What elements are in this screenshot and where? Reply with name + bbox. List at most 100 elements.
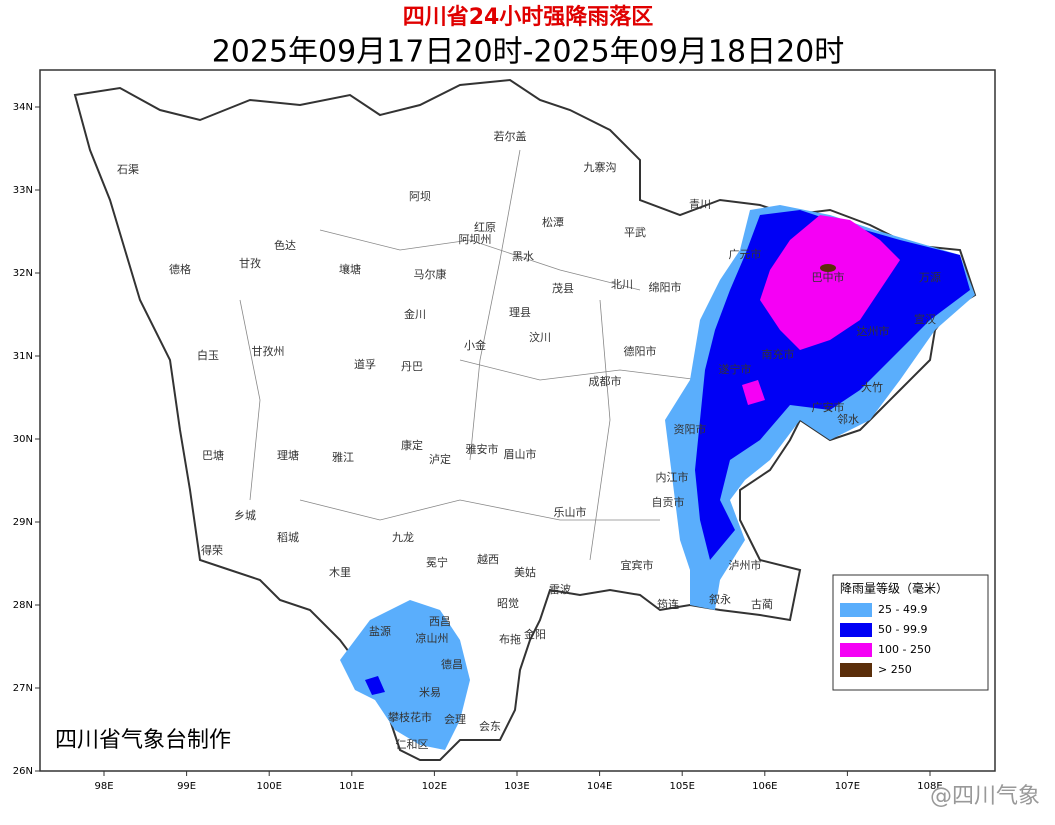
x-tick-label: 100E [256, 781, 281, 792]
rain-250 [820, 264, 836, 272]
place-label: 泸州市 [729, 558, 762, 572]
place-label: 乡城 [234, 509, 256, 522]
place-label: 绵阳市 [649, 280, 682, 294]
place-label: 稻城 [277, 531, 299, 544]
place-label: 甘孜州 [252, 344, 285, 358]
place-label: 若尔盖 [494, 129, 527, 143]
y-tick-label: 34N [13, 102, 33, 113]
y-tick-label: 30N [13, 434, 33, 445]
place-label: 平武 [624, 226, 646, 239]
place-label: 资阳市 [674, 422, 707, 436]
place-label: 道孚 [354, 357, 376, 371]
place-label: 昭觉 [497, 597, 519, 610]
rain-25 [340, 600, 470, 750]
legend-swatch [840, 643, 872, 657]
place-label: 古蔺 [751, 598, 773, 611]
place-label: 盐源 [369, 624, 391, 638]
x-tick-label: 99E [177, 781, 196, 792]
y-tick-label: 33N [13, 185, 33, 196]
place-label: 德格 [169, 262, 191, 276]
place-label: 甘孜 [239, 256, 261, 270]
place-label: 美姑 [514, 566, 536, 579]
x-tick-label: 105E [669, 781, 694, 792]
place-label: 红原 [474, 221, 496, 234]
place-label: 筠连 [657, 597, 679, 611]
y-tick-label: 28N [13, 600, 33, 611]
place-label: 巴中市 [812, 270, 845, 284]
place-label: 青川 [689, 198, 711, 211]
y-tick-label: 29N [13, 517, 33, 528]
place-label: 雅江 [332, 450, 354, 464]
rain-100 [742, 380, 765, 405]
place-label: 乐山市 [554, 505, 587, 519]
x-tick-label: 101E [339, 781, 364, 792]
rain-100 [760, 215, 900, 350]
title: 四川省24小时强降雨落区 [403, 5, 654, 30]
county-borders [239, 149, 701, 561]
place-label: 泸定 [429, 452, 451, 466]
place-label: 越西 [477, 552, 499, 566]
place-label: 得荣 [201, 544, 223, 557]
place-label: 雷波 [549, 583, 571, 596]
place-label: 理县 [509, 306, 531, 319]
place-label: 松潭 [542, 215, 564, 229]
place-label: 金川 [404, 307, 426, 321]
place-label: 小金 [464, 338, 486, 352]
place-label: 阿坝州 [459, 232, 492, 246]
legend-swatch [840, 603, 872, 617]
legend-label: 50 - 99.9 [878, 623, 927, 636]
place-label: 巴塘 [202, 448, 224, 462]
x-tick-label: 104E [587, 781, 612, 792]
legend-swatch [840, 623, 872, 637]
place-label: 内江市 [656, 470, 689, 484]
y-tick-label: 31N [13, 351, 33, 362]
credit: 四川省气象台制作 [55, 728, 231, 753]
place-label: 阿坝 [409, 189, 431, 203]
place-label: 广安市 [812, 400, 845, 414]
x-tick-label: 106E [752, 781, 777, 792]
legend: 降雨量等级（毫米） 25 - 49.9 50 - 99.9 100 - 250 > 2… [832, 574, 989, 691]
place-label: 会东 [479, 720, 501, 733]
place-label: 丹巴 [401, 360, 423, 373]
place-label: 康定 [401, 438, 423, 452]
place-label: 南充市 [762, 347, 795, 361]
x-tick-label: 108E [917, 781, 942, 792]
place-label: 汶川 [529, 330, 551, 344]
place-label: 宜宾市 [621, 558, 654, 572]
place-label: 凉山州 [416, 631, 449, 645]
x-tick-label: 103E [504, 781, 529, 792]
place-label: 金阳 [524, 627, 546, 641]
place-label: 仁和区 [396, 738, 429, 751]
y-tick-label: 26N [13, 766, 33, 777]
place-label: 九龙 [392, 531, 414, 544]
place-label: 色达 [274, 238, 296, 252]
place-label: 广元市 [729, 247, 762, 261]
subtitle: 2025年09月17日20时-2025年09月18日20时 [212, 35, 845, 70]
place-label: 万源 [919, 270, 941, 284]
place-label: 马尔康 [414, 267, 447, 281]
y-tick-label: 32N [13, 268, 33, 279]
x-tick-label: 102E [422, 781, 447, 792]
x-tick-label: 107E [835, 781, 860, 792]
place-label: 冕宁 [426, 555, 448, 569]
place-label: 德昌 [441, 657, 463, 671]
rain-50 [365, 676, 385, 695]
place-label: 白玉 [197, 348, 219, 362]
place-label: 木里 [329, 566, 351, 579]
place-label: 黑水 [512, 250, 534, 263]
watermark: @四川气象 [930, 784, 1040, 809]
x-tick-label: 98E [94, 781, 113, 792]
place-label: 米易 [419, 686, 441, 699]
place-label: 攀枝花市 [388, 710, 432, 724]
place-label: 茂县 [552, 281, 574, 295]
place-label: 邻水 [837, 413, 859, 426]
place-label: 理塘 [277, 448, 299, 462]
place-label: 德阳市 [624, 344, 657, 358]
place-label: 大竹 [861, 380, 883, 394]
legend-label: 100 - 250 [878, 643, 931, 656]
place-label: 叙永 [709, 592, 731, 606]
legend-swatch [840, 663, 872, 677]
place-label: 宣汉 [914, 312, 936, 326]
place-label: 壤塘 [339, 262, 361, 276]
